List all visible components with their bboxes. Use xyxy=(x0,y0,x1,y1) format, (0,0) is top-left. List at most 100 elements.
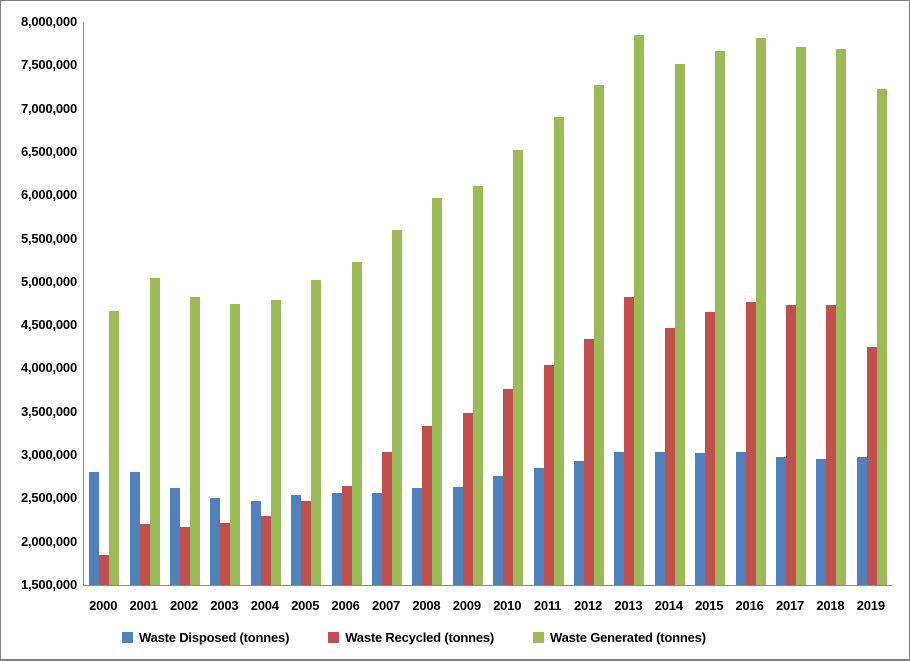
x-tick-label: 2014 xyxy=(654,598,683,613)
bar-generated-2001 xyxy=(149,278,160,585)
bar-disposed-2015 xyxy=(695,453,706,585)
y-tick-label: 4,000,000 xyxy=(20,360,77,376)
bar-recycled-2019 xyxy=(866,346,877,585)
bar-recycled-2006 xyxy=(341,486,352,585)
legend: Waste Disposed (tonnes) Waste Recycled (t… xyxy=(122,630,706,645)
bar-disposed-2016 xyxy=(735,451,746,585)
x-tick-label: 2004 xyxy=(250,598,279,613)
bar-recycled-2001 xyxy=(139,523,150,585)
bar-disposed-2019 xyxy=(856,456,867,585)
x-tick-label: 2015 xyxy=(695,598,724,613)
x-tick-label: 2007 xyxy=(371,598,401,613)
bar-generated-2013 xyxy=(634,35,645,585)
legend-swatch-icon xyxy=(122,632,133,643)
y-tick-label: 7,000,000 xyxy=(20,100,77,116)
legend-item: Waste Generated (tonnes) xyxy=(533,630,706,645)
bar-disposed-2010 xyxy=(493,475,504,585)
x-tick-label: 2019 xyxy=(856,598,885,613)
x-tick-label: 2016 xyxy=(735,598,764,613)
bar-generated-2000 xyxy=(109,311,120,585)
x-tick-label: 2003 xyxy=(210,598,239,613)
bar-generated-2014 xyxy=(674,64,685,585)
bar-recycled-2004 xyxy=(260,515,271,585)
bar-recycled-2008 xyxy=(422,425,433,585)
y-tick-label: 5,500,000 xyxy=(20,230,77,246)
bar-disposed-2007 xyxy=(372,493,382,585)
bar-recycled-2013 xyxy=(624,296,635,585)
bar-generated-2007 xyxy=(392,229,402,585)
bar-recycled-2005 xyxy=(301,500,312,585)
bar-disposed-2001 xyxy=(129,472,140,585)
legend-swatch-icon xyxy=(328,632,340,643)
legend-swatch-icon xyxy=(533,632,545,643)
x-tick-label: 2000 xyxy=(89,598,118,613)
bar-disposed-2018 xyxy=(816,458,827,585)
bar-disposed-2003 xyxy=(210,498,221,585)
x-tick-label: 2013 xyxy=(614,598,643,613)
bar-disposed-2008 xyxy=(412,488,423,585)
bar-generated-2003 xyxy=(230,304,241,585)
x-tick-label: 2011 xyxy=(533,598,562,613)
bar-recycled-2018 xyxy=(826,305,837,585)
y-tick-label: 2,500,000 xyxy=(20,490,77,506)
bar-disposed-2000 xyxy=(89,472,100,585)
x-tick-label: 2017 xyxy=(775,598,805,613)
legend-label: Waste Disposed (tonnes) xyxy=(139,630,290,645)
x-tick-label: 2006 xyxy=(331,598,360,613)
bar-generated-2018 xyxy=(836,48,847,585)
bar-disposed-2013 xyxy=(614,452,625,585)
y-tick-label: 3,000,000 xyxy=(20,447,77,463)
bar-disposed-2009 xyxy=(452,487,463,585)
y-tick-label: 6,500,000 xyxy=(20,143,77,159)
bar-generated-2010 xyxy=(513,150,524,585)
bar-disposed-2005 xyxy=(291,494,302,585)
x-tick-label: 2001 xyxy=(129,598,158,613)
bar-disposed-2006 xyxy=(331,493,342,585)
bar-recycled-2012 xyxy=(584,339,594,585)
y-tick-label: 1,500,000 xyxy=(20,577,77,592)
bar-recycled-2011 xyxy=(543,365,554,585)
x-tick-label: 2012 xyxy=(573,598,603,613)
bar-recycled-2016 xyxy=(745,301,756,585)
bar-disposed-2011 xyxy=(533,468,544,585)
bar-generated-2009 xyxy=(472,185,483,585)
bar-disposed-2002 xyxy=(170,488,180,585)
bar-recycled-2007 xyxy=(382,452,392,585)
y-tick-label: 7,500,000 xyxy=(20,57,77,73)
bar-generated-2015 xyxy=(715,50,726,585)
x-tick-label: 2008 xyxy=(412,598,441,613)
plot-area xyxy=(83,22,892,586)
bar-generated-2006 xyxy=(351,261,362,585)
bar-generated-2008 xyxy=(432,197,443,585)
bar-generated-2016 xyxy=(755,38,766,585)
legend-item: Waste Recycled (tonnes) xyxy=(328,630,494,645)
bar-disposed-2017 xyxy=(776,456,786,585)
y-tick-label: 2,000,000 xyxy=(20,533,77,549)
legend-item: Waste Disposed (tonnes) xyxy=(122,630,289,645)
bar-generated-2004 xyxy=(270,300,281,585)
y-tick-label: 5,000,000 xyxy=(20,273,77,289)
bar-disposed-2012 xyxy=(574,461,584,585)
bar-recycled-2002 xyxy=(180,526,190,585)
bar-generated-2005 xyxy=(311,280,322,585)
x-tick-label: 2018 xyxy=(816,598,845,613)
bar-generated-2002 xyxy=(190,297,200,585)
bar-recycled-2010 xyxy=(503,389,514,585)
bar-generated-2017 xyxy=(796,47,806,585)
bar-generated-2011 xyxy=(553,117,564,585)
y-tick-label: 3,500,000 xyxy=(20,403,77,419)
x-tick-label: 2002 xyxy=(169,598,199,613)
bar-recycled-2003 xyxy=(220,522,231,585)
bar-disposed-2004 xyxy=(250,500,261,585)
y-tick-label: 4,500,000 xyxy=(20,317,77,333)
legend-label: Waste Generated (tonnes) xyxy=(550,630,706,645)
bar-recycled-2017 xyxy=(786,305,796,585)
bar-generated-2012 xyxy=(594,85,604,585)
bar-disposed-2014 xyxy=(654,451,665,585)
bar-recycled-2015 xyxy=(705,312,716,585)
bar-recycled-2000 xyxy=(99,554,110,585)
legend-label: Waste Recycled (tonnes) xyxy=(345,630,495,645)
bar-generated-2019 xyxy=(876,88,887,585)
bar-recycled-2014 xyxy=(664,327,675,585)
